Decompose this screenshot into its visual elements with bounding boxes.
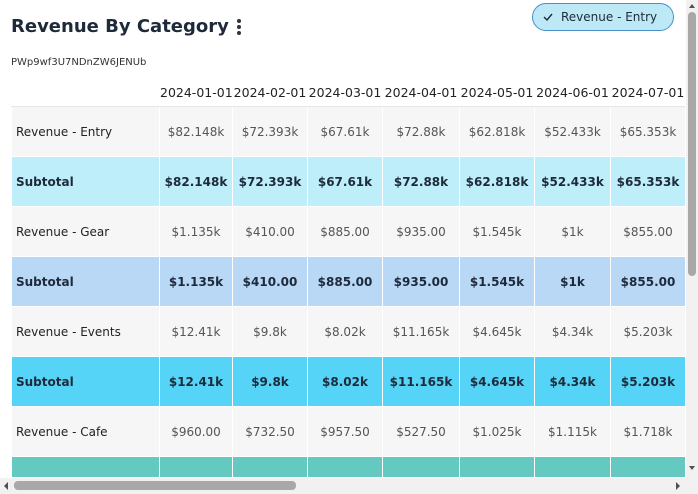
value-cell: $5.203k	[610, 356, 685, 407]
row-label: Revenue - Events	[11, 306, 160, 357]
category-row: Revenue - Events $12.41k $9.8k $8.02k $11.16…	[11, 306, 685, 357]
column-header: 2024-04-01	[382, 78, 460, 107]
value-cell: $11.165k	[382, 356, 460, 407]
value-cell: $65.353k	[610, 106, 685, 157]
category-row: Revenue - Cafe $960.00 $732.50 $957.50 $527.…	[11, 406, 685, 457]
value-cell: $935.00	[382, 256, 460, 307]
value-cell: $885.00	[307, 256, 383, 307]
value-cell: $410.00	[232, 206, 308, 257]
value-cell: $52.433k	[534, 156, 611, 207]
value-cell: $957.50	[307, 406, 383, 457]
value-cell: $410.00	[232, 256, 308, 307]
value-cell: $62.818k	[459, 156, 535, 207]
filter-label: Revenue - Entry	[561, 10, 658, 24]
column-header: 2024-05-01	[459, 78, 535, 107]
value-cell: $855.00	[610, 206, 685, 257]
value-cell: $527.50	[382, 406, 460, 457]
value-cell: $1.115k	[534, 406, 611, 457]
column-header: 2024-02-01	[232, 78, 308, 107]
filter-button[interactable]: Revenue - Entry	[532, 3, 674, 31]
row-label: Revenue - Gear	[11, 206, 160, 257]
value-cell: $935.00	[382, 206, 460, 257]
value-cell: $82.148k	[159, 156, 233, 207]
value-cell: $960.00	[159, 406, 233, 457]
horizontal-thumb[interactable]	[14, 481, 296, 490]
value-cell: $72.393k	[232, 106, 308, 157]
partial-cell	[610, 456, 685, 477]
value-cell: $1.135k	[159, 206, 233, 257]
table: 2024-01-01 2024-02-01 2024-03-01 2024-04-01…	[11, 78, 685, 477]
column-header: 2024-06-01	[534, 78, 611, 107]
value-cell: $12.41k	[159, 306, 233, 357]
value-cell: $11.165k	[382, 306, 460, 357]
value-cell: $67.61k	[307, 106, 383, 157]
subtitle: PWp9wf3U7NDnZW6JENUb	[11, 57, 147, 68]
value-cell: $5.203k	[610, 306, 685, 357]
value-cell: $67.61k	[307, 156, 383, 207]
value-cell: $1.545k	[459, 256, 535, 307]
value-cell: $1.545k	[459, 206, 535, 257]
value-cell: $4.34k	[534, 356, 611, 407]
row-label: Subtotal	[11, 256, 160, 307]
subtotal-row: Subtotal $82.148k $72.393k $67.61k $72.88k $6…	[11, 156, 685, 207]
value-cell: $1k	[534, 256, 611, 307]
value-cell: $72.88k	[382, 156, 460, 207]
partial-row	[11, 456, 685, 477]
column-header: 2024-07-01	[610, 78, 685, 107]
category-row: Revenue - Gear $1.135k $410.00 $885.00 $935.…	[11, 206, 685, 257]
corner-cell	[11, 78, 160, 107]
value-cell: $72.393k	[232, 156, 308, 207]
partial-cell	[459, 456, 535, 477]
value-cell: $9.8k	[232, 306, 308, 357]
header-row: 2024-01-01 2024-02-01 2024-03-01 2024-04-01…	[11, 78, 685, 107]
value-cell: $4.34k	[534, 306, 611, 357]
partial-cell	[534, 456, 611, 477]
value-cell: $1k	[534, 206, 611, 257]
value-cell: $8.02k	[307, 306, 383, 357]
table-viewport: 2024-01-01 2024-02-01 2024-03-01 2024-04-01…	[11, 78, 685, 477]
row-label: Revenue - Cafe	[11, 406, 160, 457]
value-cell: $1.135k	[159, 256, 233, 307]
table-body: Revenue - Entry $82.148k $72.393k $67.61k $7…	[11, 106, 685, 477]
row-label: Subtotal	[11, 356, 160, 407]
check-icon	[543, 13, 553, 21]
subtotal-row: Subtotal $1.135k $410.00 $885.00 $935.00 $1.5…	[11, 256, 685, 307]
menu-button[interactable]	[232, 19, 246, 39]
h-scroll-arrows	[4, 482, 680, 490]
value-cell: $9.8k	[232, 356, 308, 407]
value-cell: $4.645k	[459, 356, 535, 407]
value-cell: $8.02k	[307, 356, 383, 407]
partial-cell	[382, 456, 460, 477]
partial-cell	[159, 456, 233, 477]
subtotal-row: Subtotal $12.41k $9.8k $8.02k $11.165k $4.645…	[11, 356, 685, 407]
column-header: 2024-01-01	[159, 78, 233, 107]
partial-cell	[307, 456, 383, 477]
value-cell: $1.718k	[610, 406, 685, 457]
category-row: Revenue - Entry $82.148k $72.393k $67.61k $7…	[11, 106, 685, 157]
value-cell: $52.433k	[534, 106, 611, 157]
value-cell: $855.00	[610, 256, 685, 307]
partial-cell	[232, 456, 308, 477]
value-cell: $65.353k	[610, 156, 685, 207]
value-cell: $885.00	[307, 206, 383, 257]
row-label: Subtotal	[11, 156, 160, 207]
column-header: 2024-03-01	[307, 78, 383, 107]
value-cell: $4.645k	[459, 306, 535, 357]
value-cell: $732.50	[232, 406, 308, 457]
value-cell: $12.41k	[159, 356, 233, 407]
value-cell: $1.025k	[459, 406, 535, 457]
scroll-arrows	[689, 4, 695, 470]
value-cell: $72.88k	[382, 106, 460, 157]
title: Revenue By Category	[11, 16, 229, 37]
value-cell: $62.818k	[459, 106, 535, 157]
partial-cell	[11, 456, 160, 477]
row-label: Revenue - Entry	[11, 106, 160, 157]
value-cell: $82.148k	[159, 106, 233, 157]
vertical-thumb[interactable]	[688, 12, 696, 276]
